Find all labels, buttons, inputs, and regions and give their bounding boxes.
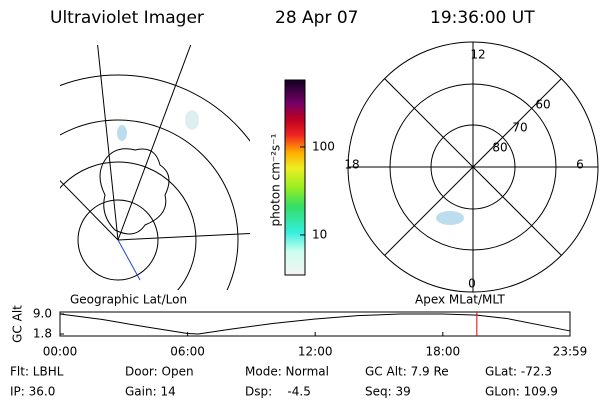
time: 19:36:00 UT [430,8,535,28]
colorbar-tick-label: 100 [312,139,335,153]
mlt-label: 0 [468,277,476,291]
x-tick-label: 00:00 [43,345,78,359]
mlt-label: 12 [470,48,485,62]
altitude-line [59,313,571,335]
x-tick-label: 06:00 [170,345,205,359]
info-field: GLon: 109.9 [485,385,558,399]
info-field: Dsp: -4.5 [245,385,311,399]
info-field: Door: Open [125,365,194,379]
mlt-label: 18 [344,158,359,172]
colorbar-label: photon cm⁻²s⁻¹ [269,133,283,226]
x-tick-label: 12:00 [298,345,333,359]
info-field: Mode: Normal [245,365,329,379]
lat-label: 60 [535,98,550,112]
y-tick-label: 1.8 [33,327,52,341]
x-tick-label: 18:00 [426,345,461,359]
colorbar-tick-label: 10 [312,227,327,241]
polar-plot [347,41,599,293]
x-tick-label: 23:59 [553,345,588,359]
date: 28 Apr 07 [275,8,358,28]
info-field: Seq: 39 [365,385,411,399]
lat-label: 70 [512,121,527,135]
info-field: Gain: 14 [125,385,176,399]
y-tick-label: 9.0 [33,307,52,321]
panel-label: Geographic Lat/Lon [70,293,187,307]
lat-label: 80 [492,141,507,155]
info-field: IP: 36.0 [10,385,55,399]
geo-map [60,45,250,290]
info-field: GC Alt: 7.9 Re [365,365,449,379]
title: Ultraviolet Imager [50,8,204,28]
mlt-label: 6 [576,158,584,172]
info-field: Flt: LBHL [10,365,64,379]
info-field: GLat: -72.3 [485,365,552,379]
panel-label: Apex MLat/MLT [415,293,505,307]
y-axis-label: GC Alt [11,305,25,343]
colorbar [284,79,306,276]
